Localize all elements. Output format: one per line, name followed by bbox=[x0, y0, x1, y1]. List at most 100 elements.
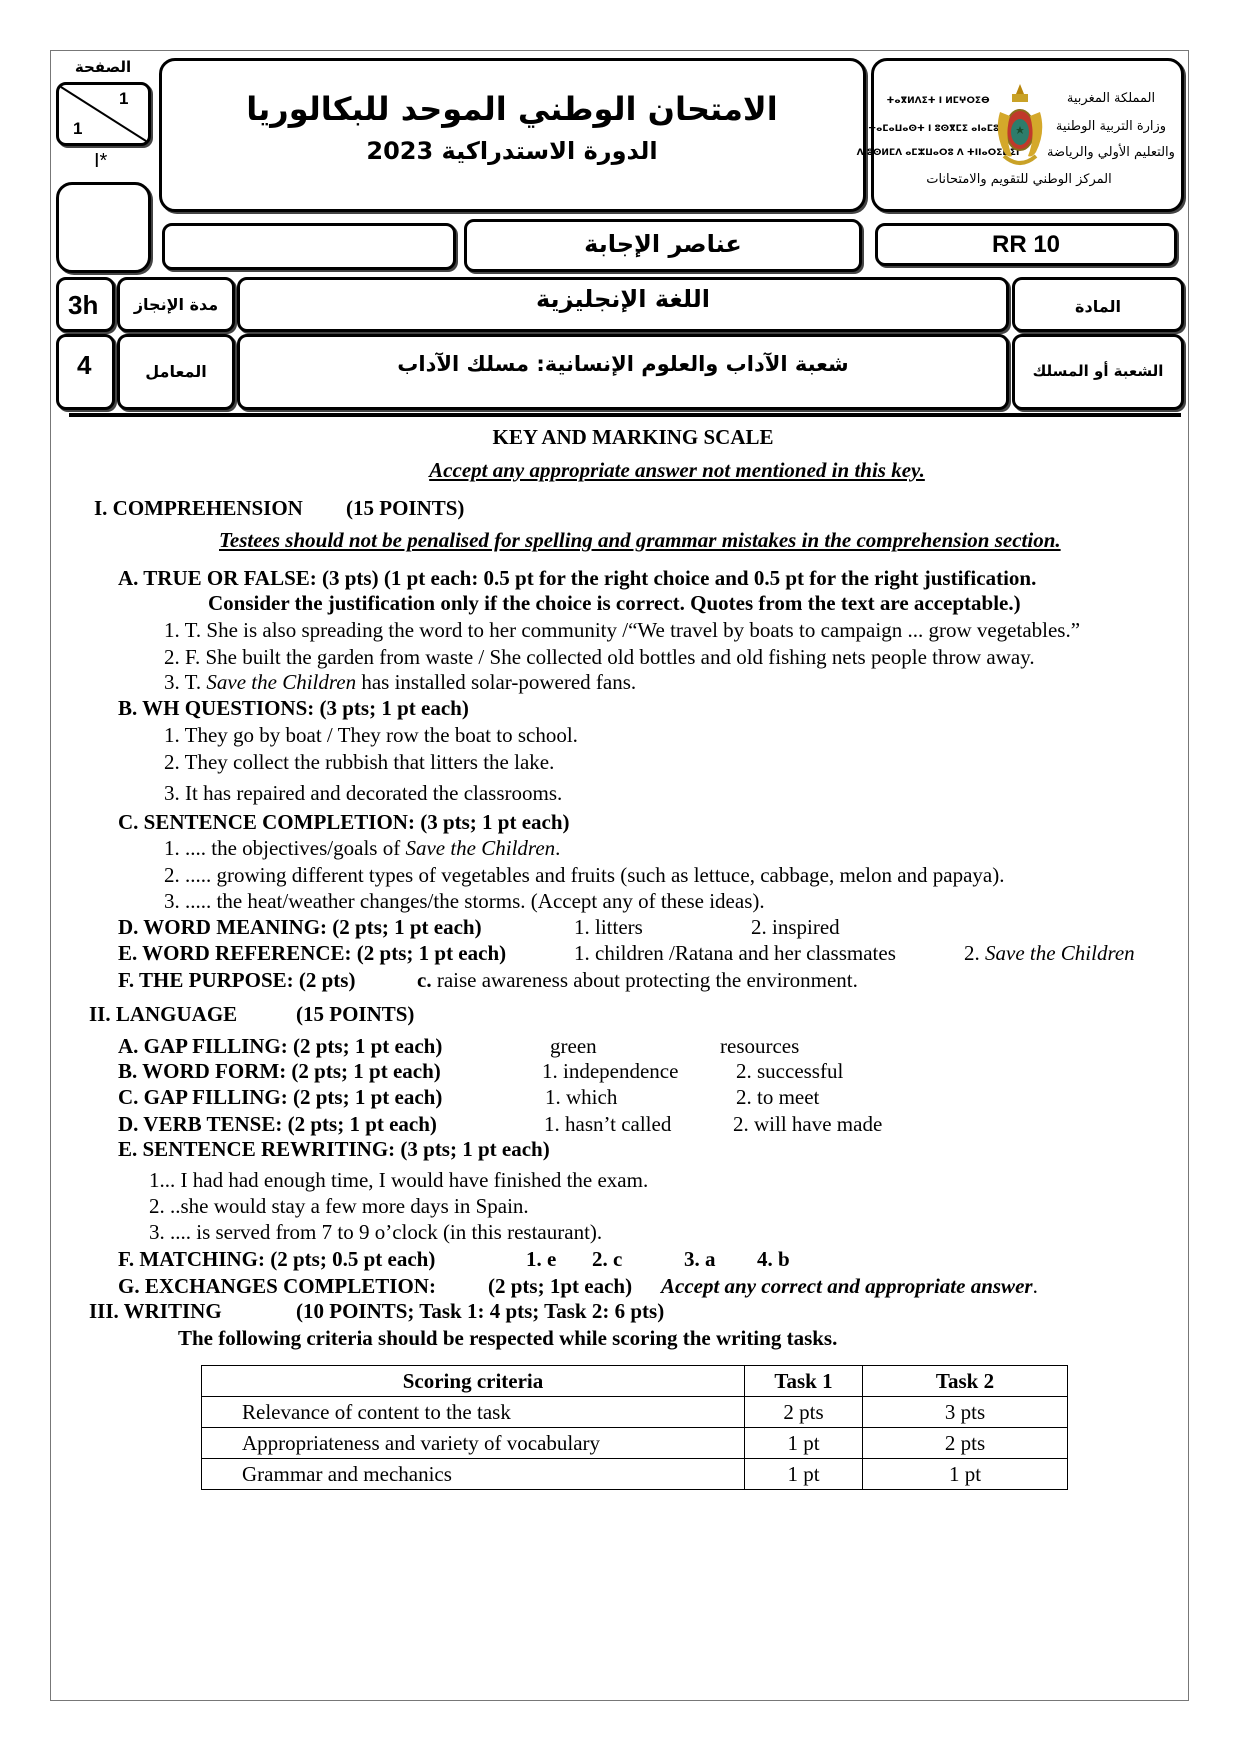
coat-of-arms-icon bbox=[997, 84, 1043, 165]
stream: شعبة الآداب والعلوم الإنسانية: مسلك الآد… bbox=[397, 352, 849, 376]
duration-value-cell bbox=[56, 277, 115, 332]
scoring-criteria-table: Scoring criteria Task 1 Task 2 Relevance… bbox=[201, 1365, 1068, 1490]
logo-tifinagh-1: ⵜⴰⴳⵍⴷⵉⵜ ⵏ ⵍⵎⵖⵔⵉⴱ bbox=[886, 96, 990, 106]
exchanges-rubric: (2 pts; 1pt each) bbox=[488, 1274, 633, 1298]
rewriting-item-2: 2. ..she would stay a few more days in S… bbox=[149, 1194, 529, 1218]
page-current: 1 bbox=[119, 89, 129, 108]
vt-answer-1: 1. hasn’t called bbox=[544, 1112, 672, 1136]
matching-answer: 4. b bbox=[757, 1247, 790, 1271]
logo-line-3: والتعليم الأولي والرياضة bbox=[1047, 145, 1175, 160]
item-text: . bbox=[555, 836, 561, 860]
wr-answer-1: 1. children /Ratana and her classmates bbox=[574, 941, 896, 965]
rewriting-item-1: 1... I had had enough time, I would have… bbox=[149, 1168, 649, 1192]
task1-cell: 1 pt bbox=[744, 1427, 863, 1459]
logo-tifinagh-3: ⴷ ⵓⵙⵍⵎⴷ ⴰⵎⵣⵡⴰⵔⵓ ⴷ ⵜⵏⵏⴰⵔⵉⵡⵉⵏ bbox=[856, 148, 1020, 158]
section-title: III. WRITING bbox=[89, 1299, 222, 1323]
duration-label-cell bbox=[117, 277, 235, 332]
item-italic: Save the Children bbox=[405, 836, 556, 860]
wf-answer-1: 1. independence bbox=[542, 1059, 679, 1083]
section-points: (15 POINTS) bbox=[296, 1002, 415, 1026]
exam-session: الدورة الاستدراكية 2023 bbox=[366, 137, 658, 165]
sc-heading: C. SENTENCE COMPLETION: (3 pts; 1 pt eac… bbox=[118, 810, 570, 834]
rewriting-heading: E. SENTENCE REWRITING: (3 pts; 1 pt each… bbox=[118, 1137, 550, 1161]
sc-item-2: 2. ..... growing different types of vege… bbox=[164, 863, 1005, 887]
logo-line-2: وزارة التربية الوطنية bbox=[1055, 119, 1167, 134]
task2-cell: 1 pt bbox=[862, 1458, 1068, 1490]
gfc-answer-2: 2. to meet bbox=[736, 1085, 820, 1109]
wm-answer-2: 2. inspired bbox=[751, 915, 840, 939]
header-divider bbox=[69, 413, 1181, 417]
matching-answer: 1. e bbox=[526, 1247, 557, 1271]
tf-item-2: 2. F. She built the garden from waste / … bbox=[164, 645, 1035, 669]
sc-item-1: 1. .... the objectives/goals of Save the… bbox=[164, 835, 560, 861]
wf-heading: B. WORD FORM: (2 pts; 1 pt each) bbox=[118, 1059, 441, 1083]
subject-label-cell bbox=[1012, 277, 1184, 332]
sc-item-3: 3. ..... the heat/weather changes/the st… bbox=[164, 889, 765, 913]
wh-heading: B. WH QUESTIONS: (3 pts; 1 pt each) bbox=[118, 696, 469, 720]
wm-heading: D. WORD MEANING: (2 pts; 1 pt each) bbox=[118, 915, 482, 939]
vt-answer-2: 2. will have made bbox=[733, 1112, 883, 1136]
gfc-answer-1: 1. which bbox=[545, 1085, 618, 1109]
key-note: Accept any appropriate answer not mentio… bbox=[429, 458, 925, 482]
exchanges-heading: G. EXCHANGES COMPLETION: bbox=[118, 1274, 436, 1298]
criterion-cell: Grammar and mechanics bbox=[201, 1458, 745, 1490]
section-points: (10 POINTS; Task 1: 4 pts; Task 2: 6 pts… bbox=[296, 1299, 665, 1323]
gfc-heading: C. GAP FILLING: (2 pts; 1 pt each) bbox=[118, 1085, 443, 1109]
logo-center-line: المركز الوطني للتقويم والامتحانات bbox=[926, 172, 1112, 187]
doc-type-box bbox=[464, 219, 862, 272]
table-row: Grammar and mechanics 1 pt 1 pt bbox=[201, 1458, 1068, 1490]
item-text: 1. .... the objectives/goals of bbox=[164, 836, 406, 860]
gfa-answer-1: green bbox=[550, 1034, 597, 1058]
matching-answer: 2. c bbox=[592, 1247, 623, 1271]
wf-answer-2: 2. successful bbox=[736, 1059, 844, 1083]
criterion-cell: Appropriateness and variety of vocabular… bbox=[201, 1427, 745, 1459]
column-header: Scoring criteria bbox=[201, 1365, 745, 1397]
page-border bbox=[50, 50, 1189, 1701]
tf-heading-2: Consider the justification only if the c… bbox=[208, 591, 1021, 615]
vt-heading: D. VERB TENSE: (2 pts; 1 pt each) bbox=[118, 1112, 437, 1136]
task2-cell: 2 pts bbox=[862, 1427, 1068, 1459]
tf-item-1: 1. T. She is also spreading the word to … bbox=[164, 618, 1081, 642]
tf-heading: A. TRUE OR FALSE: (3 pts) (1 pt each: 0.… bbox=[118, 566, 1037, 590]
stream-label-cell bbox=[1012, 334, 1184, 410]
page-label: الصفحة bbox=[74, 58, 132, 76]
page-number-box: 1 1 bbox=[56, 82, 151, 146]
answer-letter: c. bbox=[417, 968, 432, 992]
wh-item-1: 1. They go by boat / They row the boat t… bbox=[164, 723, 578, 747]
logo-line-1: المملكة المغربية bbox=[1066, 91, 1156, 106]
coef-value: 4 bbox=[77, 350, 92, 380]
coef-value-cell bbox=[56, 334, 115, 410]
wm-answer-1: 1. litters bbox=[574, 915, 643, 939]
code-box bbox=[875, 223, 1177, 266]
item-text: 3. T. bbox=[164, 670, 207, 694]
item-italic: Save the Children bbox=[206, 670, 357, 694]
page-total: 1 bbox=[73, 119, 83, 138]
comprehension-note: Testees should not be penalised for spel… bbox=[219, 528, 1061, 552]
table-row: Appropriateness and variety of vocabular… bbox=[201, 1427, 1068, 1459]
gfa-heading: A. GAP FILLING: (2 pts; 1 pt each) bbox=[118, 1034, 443, 1058]
wh-item-3: 3. It has repaired and decorated the cla… bbox=[164, 781, 563, 805]
logo-tifinagh-2: ⵜⴰⵎⴰⵡⴰⵙⵜ ⵏ ⵓⵙⴳⵎⵉ ⴰⵏⴰⵎⵓⵔ bbox=[868, 124, 1008, 134]
section-points: (15 POINTS) bbox=[346, 496, 465, 520]
matching-answer: 3. a bbox=[684, 1247, 716, 1271]
duration-value: 3h bbox=[68, 290, 99, 320]
table-row: Relevance of content to the task 2 pts 3… bbox=[201, 1396, 1068, 1428]
wr-answer-2: 2. Save the Children bbox=[964, 940, 1135, 966]
coef-label-cell bbox=[117, 334, 235, 410]
item-italic: Save the Children bbox=[985, 941, 1135, 965]
item-text: 2. bbox=[964, 941, 985, 965]
purpose-heading: F. THE PURPOSE: (2 pts) bbox=[118, 968, 356, 992]
exam-title: الامتحان الوطني الموحد للبكالوريا bbox=[246, 90, 778, 128]
key-title: KEY AND MARKING SCALE bbox=[492, 425, 774, 449]
answer-text: raise awareness about protecting the env… bbox=[431, 968, 858, 992]
exam-code: RR 10 bbox=[992, 231, 1061, 258]
section-title: II. LANGUAGE bbox=[89, 1002, 238, 1026]
column-header: Task 2 bbox=[862, 1365, 1068, 1397]
stream-label: الشعبة أو المسلك bbox=[1032, 362, 1164, 380]
doc-type: عناصر الإجابة bbox=[584, 230, 742, 258]
task2-cell: 3 pts bbox=[862, 1396, 1068, 1428]
stream-cell bbox=[237, 334, 1009, 410]
criterion-cell: Relevance of content to the task bbox=[201, 1396, 745, 1428]
wr-heading: E. WORD REFERENCE: (2 pts; 1 pt each) bbox=[118, 941, 507, 965]
